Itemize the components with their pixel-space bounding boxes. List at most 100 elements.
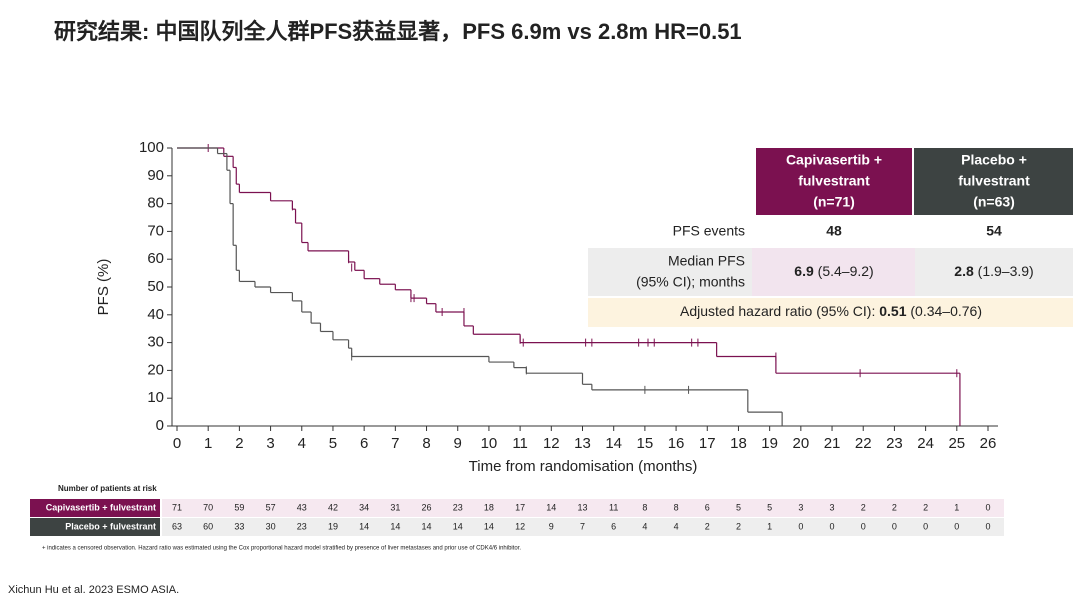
risk-count: 2 <box>923 502 928 512</box>
y-tick-label: 50 <box>147 278 164 295</box>
ci: (1.9–3.9) <box>974 263 1034 279</box>
x-tick-label: 2 <box>235 435 243 452</box>
header-text: Placebo + <box>961 152 1027 168</box>
risk-label-bg <box>30 518 160 536</box>
row-label: (95% CI); months <box>636 274 745 290</box>
risk-count: 5 <box>767 502 772 512</box>
x-tick-label: 20 <box>793 435 810 452</box>
risk-count: 12 <box>515 521 525 531</box>
x-tick-label: 4 <box>298 435 306 452</box>
risk-count: 26 <box>422 502 432 512</box>
x-tick-label: 24 <box>917 435 934 452</box>
y-tick-label: 60 <box>147 250 164 267</box>
hr-label: Adjusted hazard ratio (95% CI): <box>680 303 879 319</box>
risk-count: 30 <box>266 521 276 531</box>
risk-count: 60 <box>203 521 213 531</box>
y-tick-label: 30 <box>147 334 164 351</box>
risk-count: 71 <box>172 502 182 512</box>
risk-count: 0 <box>985 521 990 531</box>
cell-value: 6.9 (5.4–9.2) <box>794 263 873 279</box>
x-tick-label: 8 <box>422 435 430 452</box>
x-tick-label: 12 <box>543 435 560 452</box>
x-tick-label: 13 <box>574 435 591 452</box>
x-tick-label: 15 <box>637 435 654 452</box>
header-text: Capivasertib + <box>786 152 882 168</box>
hazard-ratio: Adjusted hazard ratio (95% CI): 0.51 (0.… <box>680 303 982 319</box>
header-text: fulvestrant <box>798 173 870 189</box>
row-label: PFS events <box>673 223 745 239</box>
y-tick-label: 20 <box>147 361 164 378</box>
x-tick-label: 3 <box>266 435 274 452</box>
risk-count: 63 <box>172 521 182 531</box>
risk-count: 31 <box>390 502 400 512</box>
risk-count: 4 <box>674 521 679 531</box>
risk-count: 57 <box>266 502 276 512</box>
x-tick-label: 11 <box>512 435 528 452</box>
risk-count: 7 <box>580 521 585 531</box>
x-tick-label: 23 <box>886 435 903 452</box>
x-axis-label: Time from randomisation (months) <box>469 458 698 475</box>
risk-count: 33 <box>234 521 244 531</box>
risk-count: 14 <box>390 521 400 531</box>
risk-count: 6 <box>705 502 710 512</box>
risk-count: 8 <box>642 502 647 512</box>
cell-bg <box>588 298 1073 327</box>
risk-count: 59 <box>234 502 244 512</box>
x-tick-label: 18 <box>730 435 747 452</box>
risk-count: 2 <box>705 521 710 531</box>
risk-count: 2 <box>736 521 741 531</box>
cell-bg <box>752 248 915 296</box>
risk-count: 9 <box>549 521 554 531</box>
risk-count: 5 <box>736 502 741 512</box>
x-tick-label: 14 <box>605 435 622 452</box>
slide-title: 研究结果: 中国队列全人群PFS获益显著，PFS 6.9m vs 2.8m HR… <box>54 19 742 44</box>
header-text: (n=63) <box>973 194 1015 210</box>
y-tick-label: 70 <box>147 222 164 239</box>
risk-count: 0 <box>923 521 928 531</box>
risk-count: 0 <box>985 502 990 512</box>
x-tick-label: 19 <box>761 435 778 452</box>
risk-count: 0 <box>830 521 835 531</box>
y-tick-label: 40 <box>147 306 164 323</box>
y-tick-label: 100 <box>139 139 164 156</box>
risk-count: 14 <box>453 521 463 531</box>
risk-count: 0 <box>954 521 959 531</box>
x-tick-label: 21 <box>824 435 841 452</box>
risk-count: 6 <box>611 521 616 531</box>
risk-count: 18 <box>484 502 494 512</box>
y-tick-label: 80 <box>147 195 164 212</box>
y-tick-label: 0 <box>156 417 164 434</box>
x-tick-label: 7 <box>391 435 399 452</box>
x-tick-label: 16 <box>668 435 685 452</box>
risk-count: 23 <box>453 502 463 512</box>
cell-bg <box>588 248 752 296</box>
footnote: + indicates a censored observation. Haza… <box>42 546 521 552</box>
cell-value: 54 <box>986 223 1002 239</box>
x-tick-label: 0 <box>173 435 181 452</box>
risk-count: 34 <box>359 502 369 512</box>
x-tick-label: 9 <box>454 435 462 452</box>
risk-count: 70 <box>203 502 213 512</box>
header-text: fulvestrant <box>958 173 1030 189</box>
y-tick-label: 90 <box>147 167 164 184</box>
risk-title: Number of patients at risk <box>58 484 157 493</box>
risk-row-bg <box>162 499 1004 517</box>
risk-count: 3 <box>830 502 835 512</box>
risk-label: Placebo + fulvestrant <box>65 521 156 531</box>
x-tick-label: 1 <box>204 435 212 452</box>
header-cell <box>914 148 1073 215</box>
risk-count: 11 <box>609 502 618 512</box>
hr-ci: (0.34–0.76) <box>906 303 982 319</box>
risk-count: 23 <box>297 521 307 531</box>
median: 6.9 <box>794 263 814 279</box>
risk-count: 2 <box>861 502 866 512</box>
risk-count: 1 <box>954 502 959 512</box>
cell-bg <box>915 248 1073 296</box>
x-tick-label: 25 <box>948 435 965 452</box>
cell-value: 2.8 (1.9–3.9) <box>954 263 1033 279</box>
header-cell <box>756 148 912 215</box>
risk-count: 42 <box>328 502 338 512</box>
risk-count: 14 <box>484 521 494 531</box>
risk-count: 17 <box>515 502 525 512</box>
